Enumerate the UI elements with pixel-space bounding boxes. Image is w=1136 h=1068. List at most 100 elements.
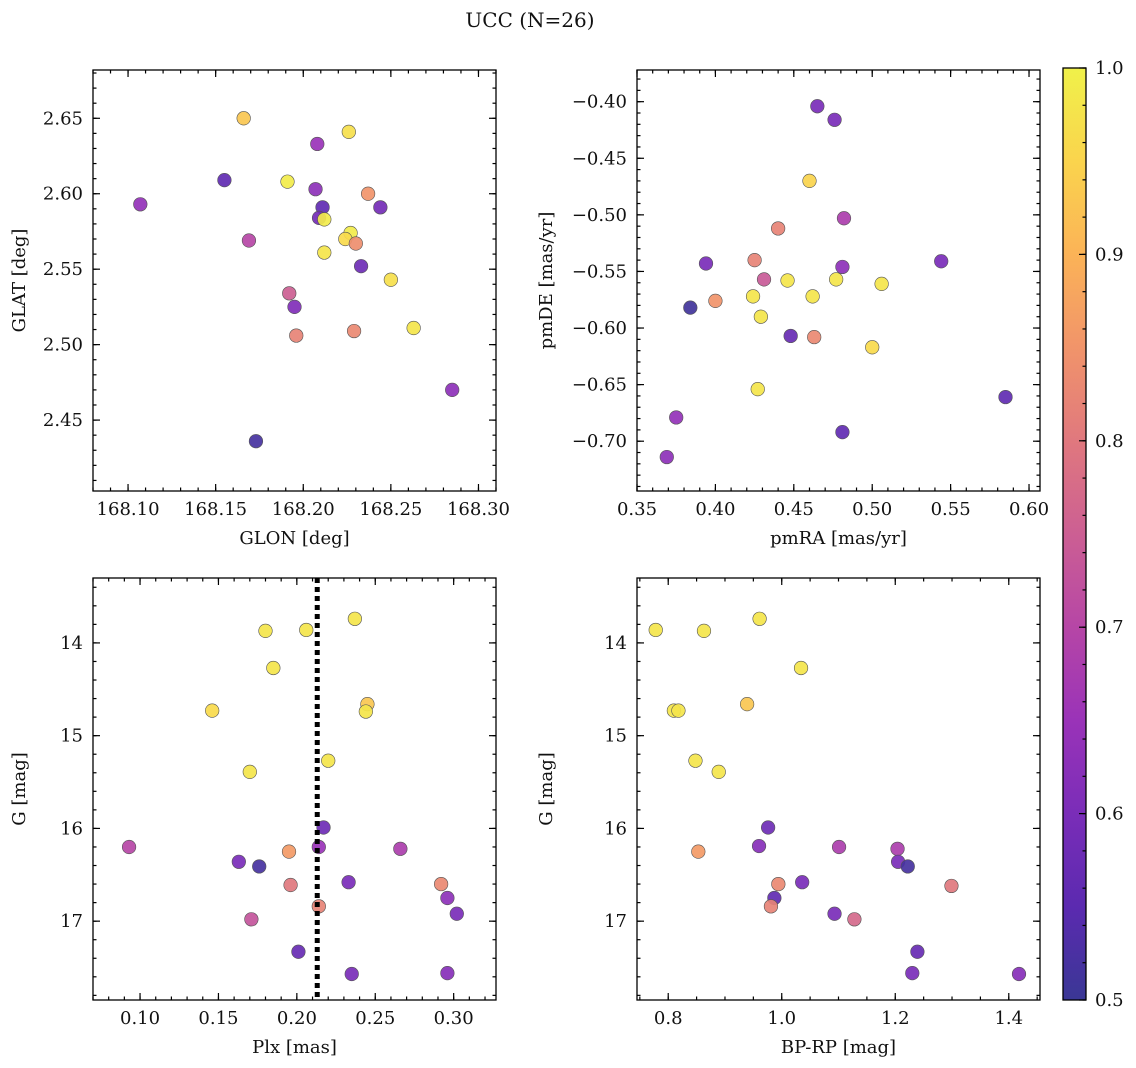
data-point <box>827 906 842 921</box>
colorbar-frame <box>1062 67 1087 1001</box>
data-point <box>802 173 817 189</box>
data-point <box>353 259 369 274</box>
data-point <box>847 912 862 927</box>
x-axis-label: BP-RP [mag] <box>781 1037 896 1058</box>
data-point <box>317 245 332 260</box>
x-tick-label: 168.15 <box>184 499 247 520</box>
data-point <box>434 876 449 892</box>
y-axis-label: G [mag] <box>536 752 557 825</box>
data-point <box>671 703 686 718</box>
data-point <box>910 944 925 959</box>
axes-frame <box>636 577 1041 1001</box>
y-tick-label: −0.45 <box>572 148 627 169</box>
data-point <box>836 211 852 226</box>
data-point <box>231 854 246 869</box>
data-point <box>241 233 257 248</box>
x-tick-label: 168.30 <box>447 499 510 520</box>
x-tick-label: 0.20 <box>277 1008 317 1029</box>
data-point <box>317 212 332 227</box>
y-tick-label: 15 <box>60 726 83 747</box>
data-point <box>440 966 455 981</box>
data-point <box>740 697 755 712</box>
data-point <box>321 753 336 768</box>
x-tick-label: 0.35 <box>617 499 657 520</box>
data-point <box>248 434 264 449</box>
data-point <box>835 259 850 275</box>
colorbar-tick-label: 0.8 <box>1095 431 1124 452</box>
data-point <box>795 875 810 890</box>
figure-title: UCC (N=26) <box>465 8 594 32</box>
data-point <box>793 660 809 676</box>
data-point <box>347 611 362 626</box>
x-tick-label: 168.10 <box>97 499 160 520</box>
data-point <box>449 906 464 921</box>
minor-ticks <box>92 578 496 1000</box>
data-points <box>133 111 460 449</box>
data-point <box>691 844 706 859</box>
data-point <box>890 841 905 856</box>
minor-ticks <box>637 578 1040 1000</box>
data-point <box>242 764 257 779</box>
x-tick-label: 0.30 <box>434 1008 474 1029</box>
data-point <box>244 912 259 927</box>
data-point <box>283 877 298 893</box>
x-tick-label: 1.4 <box>994 1008 1023 1029</box>
data-point <box>348 236 363 251</box>
data-point <box>648 622 663 638</box>
data-point <box>440 890 455 906</box>
colorbar-tick-label: 0.7 <box>1095 617 1124 638</box>
y-tick-label: 2.50 <box>43 335 83 356</box>
data-point <box>805 289 820 304</box>
y-tick-label: −0.55 <box>572 261 627 282</box>
data-point <box>827 112 842 127</box>
data-point <box>696 623 712 638</box>
data-point <box>445 382 460 397</box>
data-point <box>708 293 723 308</box>
data-point <box>752 611 767 626</box>
data-point <box>807 329 822 345</box>
x-tick-label: 1.0 <box>767 1008 796 1029</box>
x-tick-label: 0.10 <box>120 1008 160 1029</box>
colorbar-gradient <box>1063 68 1086 1000</box>
colorbar-tick-label: 0.5 <box>1095 990 1124 1011</box>
data-point <box>905 966 920 981</box>
data-point <box>291 944 306 959</box>
data-point <box>747 253 762 268</box>
data-point <box>711 764 726 779</box>
data-point <box>341 875 356 890</box>
colorbar-tick-label: 1.0 <box>1095 58 1124 79</box>
data-point <box>810 99 825 114</box>
data-point <box>698 256 714 271</box>
panel-plx-g: 0.10 0.15 0.20 0.25 0.30 14 15 16 17 Plx [mas] G [… <box>9 577 497 1058</box>
data-point <box>310 136 325 152</box>
y-tick-label: 14 <box>604 633 627 654</box>
data-point <box>287 299 302 315</box>
data-point <box>360 186 376 201</box>
data-point <box>236 111 251 126</box>
data-point <box>751 838 767 854</box>
data-point <box>258 623 273 638</box>
data-point <box>280 174 295 189</box>
y-tick-label: −0.50 <box>572 205 627 226</box>
y-tick-label: −0.40 <box>572 92 627 113</box>
data-point <box>900 859 915 874</box>
data-point <box>341 124 356 139</box>
x-axis-label: GLON [deg] <box>239 528 349 549</box>
data-point <box>874 276 889 291</box>
x-tick-label: 0.60 <box>1009 499 1049 520</box>
data-point <box>217 173 232 188</box>
data-point <box>831 839 847 855</box>
x-tick-label: 0.55 <box>931 499 971 520</box>
x-axis-label: Plx [mas] <box>252 1037 337 1058</box>
y-axis-label: pmDE [mas/yr] <box>536 212 557 350</box>
x-axis-label: pmRA [mas/yr] <box>770 528 907 549</box>
data-point <box>289 328 304 343</box>
data-points <box>659 99 1013 465</box>
data-point <box>252 859 267 874</box>
data-points <box>648 611 1027 982</box>
data-points <box>121 611 464 982</box>
x-tick-label: 0.45 <box>774 499 814 520</box>
y-tick-label: 2.45 <box>43 410 83 431</box>
panel-bprp-g: 0.8 1.0 1.2 1.4 14 15 16 17 BP-RP [mag] G [mag] <box>536 577 1041 1058</box>
data-point <box>406 320 421 336</box>
